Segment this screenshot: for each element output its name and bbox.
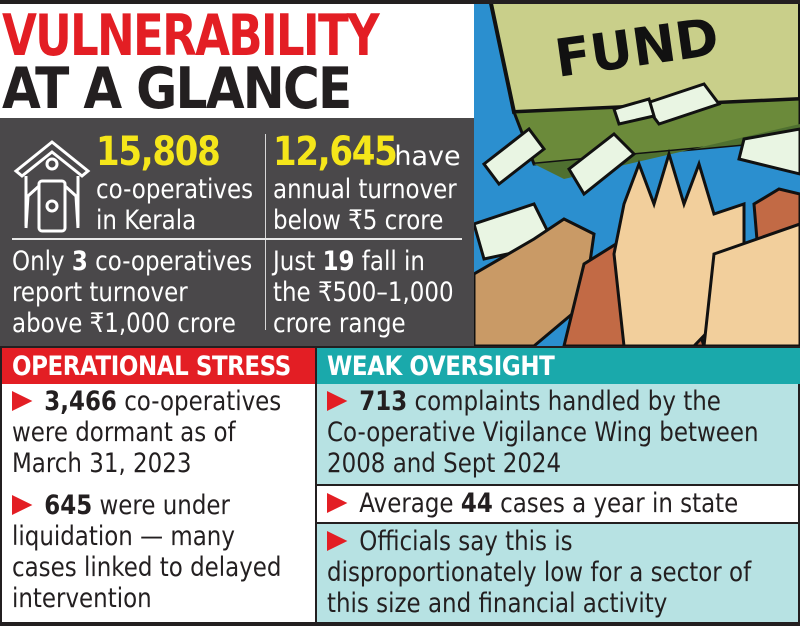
stat-total-cooperatives: 15,808 co-operatives in Kerala	[96, 129, 253, 236]
red-arrow-icon	[12, 391, 33, 411]
divider	[317, 522, 798, 524]
bank-building-icon	[13, 140, 91, 233]
red-arrow-icon	[327, 391, 348, 411]
red-arrow-icon	[327, 531, 348, 551]
fund-illustration: FUND	[474, 4, 800, 346]
stat-top-turnover: Only 3 co-operatives report turnover abo…	[12, 246, 253, 339]
stat-total-label: co-operatives in Kerala	[96, 174, 254, 236]
stats-panel: 15,808 co-operatives in Kerala 12,645hav…	[0, 118, 474, 346]
operational-stress-column: 3,466 co-operatives were dormant as of M…	[2, 384, 315, 622]
headline-line-1: VULNERABILITY	[2, 3, 380, 69]
hands-catching-money-illustration: FUND	[474, 4, 800, 346]
weak-oversight-column: 713 complaints handled by the Co-operati…	[317, 384, 798, 622]
list-item: Average 44 cases a year in state	[317, 486, 798, 522]
list-item: 3,466 co-operatives were dormant as of M…	[12, 386, 282, 479]
headline: VULNERABILITY AT A GLANCE	[0, 4, 474, 118]
list-item: 713 complaints handled by the Co-operati…	[317, 384, 798, 484]
red-arrow-icon	[327, 493, 348, 513]
divider	[317, 484, 798, 486]
headline-line-2: AT A GLANCE	[2, 56, 352, 122]
stat-mid-turnover: Just 19 fall in the ₹500–1,000 crore ran…	[273, 246, 454, 339]
stat-total-number: 15,808	[96, 129, 221, 175]
red-arrow-icon	[12, 495, 33, 515]
stat-small-turnover-number: 12,645	[273, 129, 398, 175]
operational-stress-header: OPERATIONAL STRESS	[2, 348, 315, 384]
list-item: Officials say this is disproportionately…	[317, 524, 798, 622]
stat-small-turnover: 12,645have annual turnover below ₹5 cror…	[273, 129, 461, 236]
stats-horizontal-divider	[12, 238, 462, 240]
list-item: 645 were under liquidation — many cases …	[12, 490, 282, 614]
stat-small-turnover-label: annual turnover below ₹5 crore	[273, 174, 457, 236]
top-rule	[0, 0, 800, 6]
weak-oversight-header: WEAK OVERSIGHT	[317, 348, 800, 384]
stats-vertical-divider	[265, 134, 266, 330]
